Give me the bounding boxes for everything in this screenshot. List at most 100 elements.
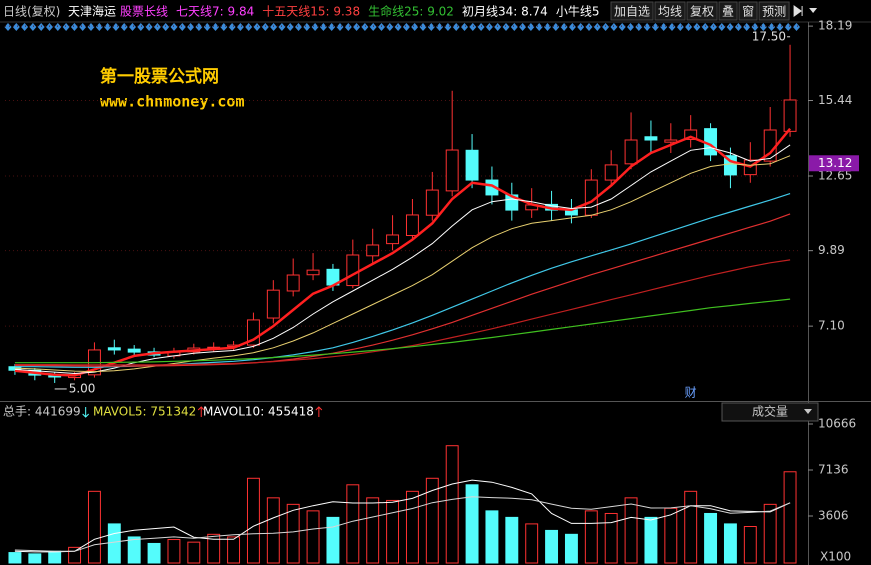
- signal-diamond: [610, 23, 618, 31]
- y-tick-label: 15.44: [818, 93, 852, 107]
- volume-bar: [346, 484, 360, 564]
- menu-icon[interactable]: [809, 8, 818, 13]
- signal-diamond: [328, 23, 336, 31]
- y-tick-label: 7136: [818, 462, 849, 476]
- signal-diamond: [295, 23, 302, 31]
- signal-diamond: [212, 23, 219, 31]
- signal-diamond: [261, 23, 269, 31]
- signal-diamond: [635, 23, 643, 31]
- signal-diamond: [220, 23, 228, 31]
- signal-diamond: [112, 23, 120, 31]
- candle-body: [346, 254, 360, 287]
- signal-diamond: [129, 23, 136, 31]
- signal-diamond: [12, 23, 20, 31]
- watermark-title: 第一股票公式网: [100, 66, 219, 87]
- toolbar-button-label[interactable]: 叠: [722, 5, 734, 19]
- signal-diamond: [29, 23, 37, 31]
- signal-diamond: [70, 23, 78, 31]
- candle-body: [405, 214, 419, 237]
- volume-total: 总手: 441699: [3, 405, 81, 419]
- signal-diamond: [236, 23, 244, 31]
- ma-line: [14, 144, 791, 375]
- volume-bar: [48, 550, 62, 564]
- volume-bar: [87, 490, 101, 564]
- signal-diamond: [477, 23, 485, 31]
- volume-bar: [604, 512, 618, 564]
- candle-body: [684, 129, 698, 140]
- signal-diamond: [552, 23, 560, 31]
- volume-unit: X100: [820, 550, 851, 564]
- signal-diamond: [469, 23, 477, 31]
- candle-body: [286, 274, 300, 292]
- signal-diamond: [494, 23, 502, 31]
- indicator-selector-label[interactable]: 成交量: [752, 404, 788, 419]
- volume-bar: [167, 539, 181, 564]
- candle-body: [664, 139, 678, 143]
- signal-diamond: [502, 23, 510, 31]
- last-price-box: [809, 155, 859, 172]
- volume-bar: [783, 471, 797, 564]
- low-annotation: 5.00: [69, 381, 96, 395]
- candle-body: [425, 189, 439, 216]
- toolbar-button-label[interactable]: 加自选: [614, 5, 650, 19]
- volume-bar: [704, 512, 718, 564]
- toolbar-button-label[interactable]: 预测: [762, 5, 786, 19]
- volume-bar: [246, 477, 260, 564]
- signal-diamond: [378, 23, 385, 31]
- toolbar-button-label[interactable]: 均线: [658, 5, 682, 19]
- signal-diamond: [278, 23, 286, 31]
- toolbar-button[interactable]: [758, 1, 790, 21]
- toolbar-button[interactable]: [654, 1, 686, 21]
- candle-body: [783, 99, 797, 132]
- signal-diamond: [461, 23, 468, 31]
- stock-name: 天津海运: [68, 4, 116, 19]
- volume-bar: [286, 503, 300, 564]
- signal-diamond: [734, 23, 742, 31]
- signal-diamond: [485, 23, 493, 31]
- candle-body: [704, 128, 718, 156]
- signal-diamond: [4, 23, 12, 31]
- signal-diamond: [79, 23, 87, 31]
- signal-diamond: [751, 23, 759, 31]
- trend-arrow: [315, 406, 323, 417]
- indicator-label: 小牛线5: [556, 4, 600, 19]
- signal-diamond: [627, 23, 634, 31]
- signal-diamond: [427, 23, 435, 31]
- trend-arrow: [82, 407, 90, 418]
- signal-diamond: [245, 23, 253, 31]
- signal-diamond: [46, 23, 53, 31]
- toolbar-button[interactable]: [686, 1, 718, 21]
- indicator-selector[interactable]: [721, 402, 819, 422]
- toolbar-button[interactable]: [738, 1, 758, 21]
- volume-bar: [386, 499, 400, 564]
- indicator-label: 十五天线15: 9.38: [262, 5, 360, 19]
- candle-body: [465, 149, 479, 181]
- signal-diamond: [768, 23, 776, 31]
- play-icon[interactable]: [793, 5, 803, 17]
- candle-body: [386, 234, 400, 245]
- ma-line: [14, 496, 791, 552]
- indicator-label: 初月线34: 8.74: [462, 5, 548, 19]
- volume-mavol5: MAVOL5: 751342: [93, 405, 196, 419]
- signal-diamond: [510, 23, 518, 31]
- signal-diamond: [187, 23, 195, 31]
- volume-bar: [505, 516, 519, 564]
- toolbar-button-label[interactable]: 复权: [690, 5, 714, 19]
- candle-body: [624, 139, 638, 165]
- ma-line: [14, 155, 791, 373]
- y-tick-label: 18.19: [818, 19, 852, 33]
- toolbar-button[interactable]: [718, 1, 738, 21]
- signal-diamond: [701, 23, 709, 31]
- signal-diamond: [153, 23, 161, 31]
- toolbar-button[interactable]: [610, 1, 654, 21]
- signal-diamond: [145, 23, 153, 31]
- dropdown-icon[interactable]: [804, 409, 812, 414]
- signal-diamond: [336, 23, 344, 31]
- volume-bar: [227, 536, 241, 564]
- signal-diamond: [784, 23, 792, 31]
- toolbar-button-label[interactable]: 窗: [742, 5, 754, 19]
- signal-diamond: [643, 23, 651, 31]
- volume-bar: [584, 510, 598, 564]
- signal-diamond: [178, 23, 186, 31]
